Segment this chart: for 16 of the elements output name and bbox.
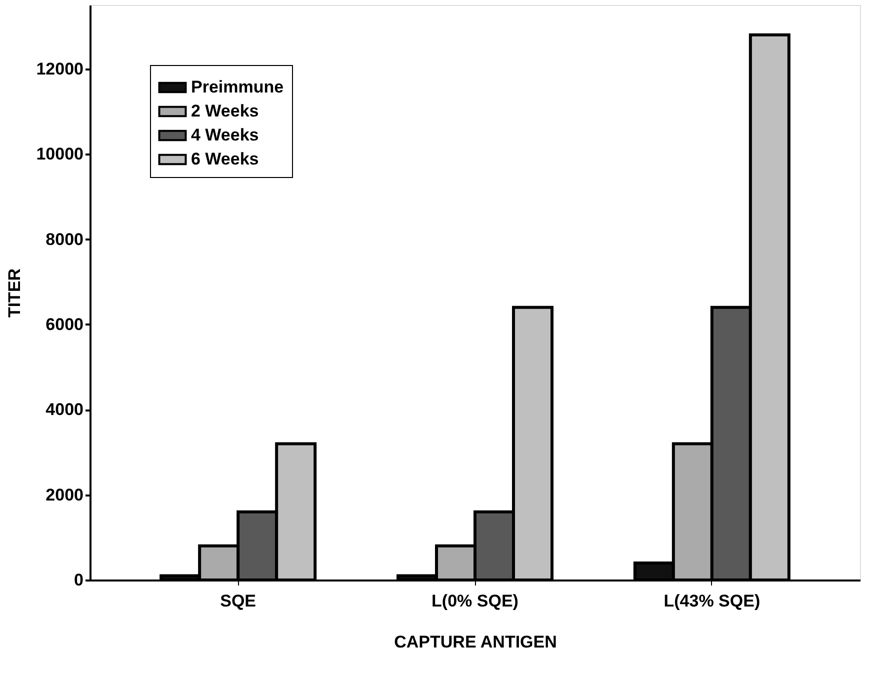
legend-label: 2 Weeks — [191, 102, 259, 120]
x-tick-label: L(43% SQE) — [664, 592, 760, 610]
x-tick-label: SQE — [220, 592, 256, 610]
y-tick-label: 0 — [74, 570, 84, 590]
x-axis-title: CAPTURE ANTIGEN — [394, 632, 557, 652]
x-tick-label: L(0% SQE) — [432, 592, 518, 610]
y-tick-label: 6000 — [46, 314, 84, 334]
legend-label: 6 Weeks — [191, 150, 259, 168]
y-tick-label: 12000 — [36, 59, 84, 78]
y-tick-label: 10000 — [36, 144, 84, 164]
legend-label: Preimmune — [191, 78, 284, 96]
y-tick-label: 8000 — [46, 230, 84, 249]
legend-label: 4 Weeks — [191, 126, 259, 144]
y-tick-label: 4000 — [46, 400, 84, 420]
y-tick-label: 2000 — [46, 485, 84, 504]
y-axis-title: TITER — [5, 268, 24, 318]
